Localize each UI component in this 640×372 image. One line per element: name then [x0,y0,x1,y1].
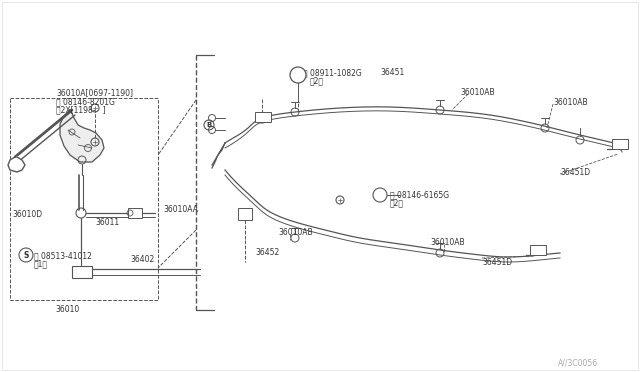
Circle shape [290,67,306,83]
Text: （2）: （2） [390,198,404,207]
Text: 36452: 36452 [255,248,279,257]
Bar [10,98,158,300]
Text: A//3C0056: A//3C0056 [558,358,598,367]
Text: B: B [377,190,383,199]
Circle shape [373,188,387,202]
Circle shape [19,248,33,262]
Text: Ⓑ 08146-8201G: Ⓑ 08146-8201G [56,97,115,106]
Text: B: B [206,122,212,128]
Bar [530,245,546,255]
Text: N: N [294,71,301,80]
Text: （2）: （2） [310,76,324,85]
Text: 36011: 36011 [95,218,119,227]
Polygon shape [60,110,104,162]
Text: 〨2X[1198-   ]: 〨2X[1198- ] [56,105,106,114]
Bar [128,208,142,218]
Bar [612,139,628,149]
Text: 36010AB: 36010AB [553,98,588,107]
Text: 36010: 36010 [55,305,79,314]
Text: 36451: 36451 [380,68,404,77]
Text: 36402: 36402 [130,255,154,264]
Text: Ⓑ 08146-6165G: Ⓑ 08146-6165G [390,190,449,199]
Text: 36010D: 36010D [12,210,42,219]
Text: 36010A[0697-1190]: 36010A[0697-1190] [56,88,133,97]
Polygon shape [8,157,25,172]
Text: 36010AB: 36010AB [430,238,465,247]
Bar [238,208,252,220]
Text: Ⓝ 08911-1082G: Ⓝ 08911-1082G [303,68,362,77]
Text: 36010AB: 36010AB [278,228,312,237]
Text: 36451D: 36451D [560,168,590,177]
Text: （1）: （1） [34,259,48,268]
Text: 36451D: 36451D [482,258,512,267]
Text: 36010AB: 36010AB [460,88,495,97]
Bar [72,266,92,278]
Text: S: S [23,250,29,260]
Text: 36010AA: 36010AA [163,205,198,214]
Bar [255,112,271,122]
Text: Ⓢ 08513-41012: Ⓢ 08513-41012 [34,251,92,260]
